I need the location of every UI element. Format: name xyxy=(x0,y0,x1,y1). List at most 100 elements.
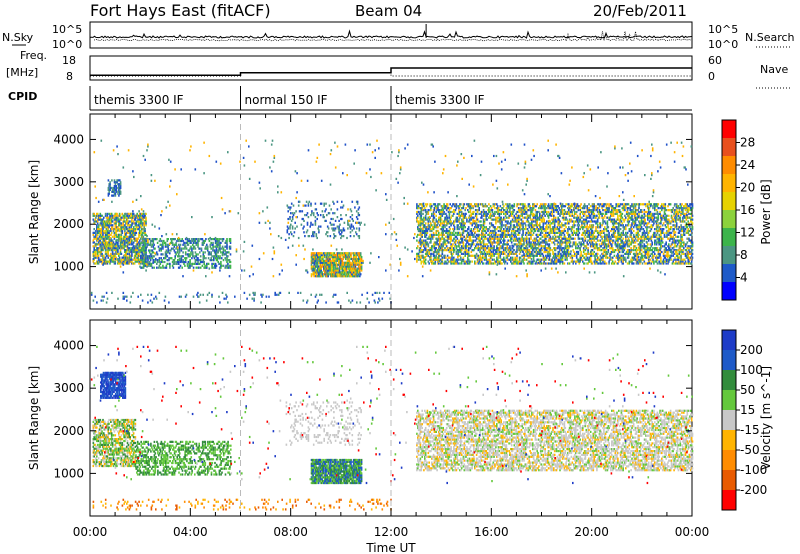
range-gate-cell xyxy=(439,239,442,242)
range-gate-cell xyxy=(225,239,227,243)
range-gate-cell xyxy=(97,258,100,261)
range-gate-cell xyxy=(534,214,537,217)
range-gate-cell xyxy=(93,249,95,252)
range-gate-cell xyxy=(472,222,474,225)
range-gate-cell xyxy=(518,239,521,242)
range-gate-cell xyxy=(427,220,430,223)
range-gate-cell xyxy=(155,253,157,256)
range-gate-cell xyxy=(508,214,510,217)
range-gate-cell xyxy=(460,203,462,206)
range-gate-cell xyxy=(209,243,212,246)
range-gate-cell xyxy=(523,247,525,250)
range-gate-cell xyxy=(227,264,229,267)
range-gate-cell xyxy=(549,235,552,238)
range-gate-cell xyxy=(93,235,95,238)
freq-tick-1: 8 xyxy=(66,70,73,83)
range-gate-cell xyxy=(185,247,188,250)
range-gate-cell xyxy=(343,267,345,270)
range-gate-cell xyxy=(551,258,553,261)
range-gate-cell xyxy=(184,247,186,250)
range-gate-cell xyxy=(426,210,429,214)
range-gate-cell xyxy=(468,203,471,206)
range-gate-cell xyxy=(483,214,486,217)
range-gate-cell xyxy=(424,233,426,236)
range-gate-cell xyxy=(131,229,133,233)
range-gate-cell xyxy=(160,249,162,252)
range-gate-cell xyxy=(454,231,457,234)
range-gate-cell xyxy=(140,218,143,221)
range-gate-cell xyxy=(103,216,105,219)
range-gate-cell xyxy=(503,260,505,263)
range-gate-cell xyxy=(489,239,492,242)
range-gate-cell xyxy=(522,229,524,233)
range-gate-cell xyxy=(513,258,516,261)
range-gate-cell xyxy=(546,205,549,208)
range-gate-cell xyxy=(309,225,311,228)
range-gate-cell xyxy=(320,271,322,274)
range-gate-cell xyxy=(489,241,492,244)
range-gate-cell xyxy=(103,229,105,233)
range-gate-cell xyxy=(100,235,102,238)
range-gate-cell xyxy=(553,260,556,263)
range-gate-cell xyxy=(153,243,155,246)
range-gate-cell xyxy=(429,226,431,229)
range-gate-cell xyxy=(123,247,125,250)
range-gate-cell xyxy=(110,228,113,231)
range-gate-cell xyxy=(334,265,336,268)
range-gate-cell xyxy=(497,229,500,233)
range-gate-cell xyxy=(474,235,477,238)
range-gate-cell xyxy=(355,233,358,236)
range-gate-cell xyxy=(137,260,139,263)
range-gate-cell xyxy=(536,212,538,215)
range-gate-cell xyxy=(291,225,294,228)
range-gate-cell xyxy=(548,254,551,257)
range-gate-cell xyxy=(314,259,316,262)
range-gate-cell xyxy=(450,235,452,238)
range-gate-cell xyxy=(427,210,430,214)
range-gate-cell xyxy=(139,231,141,234)
range-gate-cell xyxy=(489,209,492,212)
range-gate-cell xyxy=(475,203,478,206)
range-gate-cell xyxy=(535,228,538,231)
range-gate-cell xyxy=(449,249,451,252)
range-gate-cell xyxy=(468,237,471,240)
range-gate-cell xyxy=(115,216,117,219)
range-gate-cell xyxy=(302,217,304,221)
range-gate-cell xyxy=(350,225,353,228)
range-gate-cell xyxy=(439,212,442,215)
freq-trace xyxy=(90,67,692,76)
range-gate-cell xyxy=(111,188,114,191)
range-gate-cell xyxy=(99,260,102,263)
range-gate-cell xyxy=(323,202,325,205)
range-gate-cell xyxy=(97,260,100,263)
range-gate-cell xyxy=(330,261,333,264)
range-gate-cell xyxy=(99,218,102,221)
range-gate-cell xyxy=(517,237,520,240)
range-gate-cell xyxy=(111,252,114,255)
range-gate-cell xyxy=(519,249,522,252)
range-gate-cell xyxy=(139,229,141,233)
range-gate-cell xyxy=(465,262,467,265)
range-gate-cell xyxy=(441,226,444,229)
range-gate-cell xyxy=(117,192,119,195)
range-gate-cell xyxy=(532,252,534,255)
range-gate-cell xyxy=(422,220,424,223)
range-gate-cell xyxy=(419,220,422,223)
range-gate-cell xyxy=(334,219,337,222)
range-gate-cell xyxy=(318,254,321,257)
range-gate-cell xyxy=(475,233,478,236)
range-gate-cell xyxy=(473,205,475,208)
range-gate-cell xyxy=(444,205,446,208)
range-gate-cell xyxy=(487,239,489,242)
range-gate-cell xyxy=(560,256,562,259)
range-gate-cell xyxy=(335,261,337,264)
range-gate-cell xyxy=(341,267,344,270)
range-gate-cell xyxy=(485,210,487,214)
range-gate-cell xyxy=(214,262,217,265)
range-gate-cell xyxy=(216,257,219,260)
range-gate-cell xyxy=(444,224,446,227)
range-gate-cell xyxy=(420,214,423,217)
range-gate-cell xyxy=(100,252,102,255)
range-gate-cell xyxy=(142,254,145,257)
range-gate-cell xyxy=(215,253,218,256)
